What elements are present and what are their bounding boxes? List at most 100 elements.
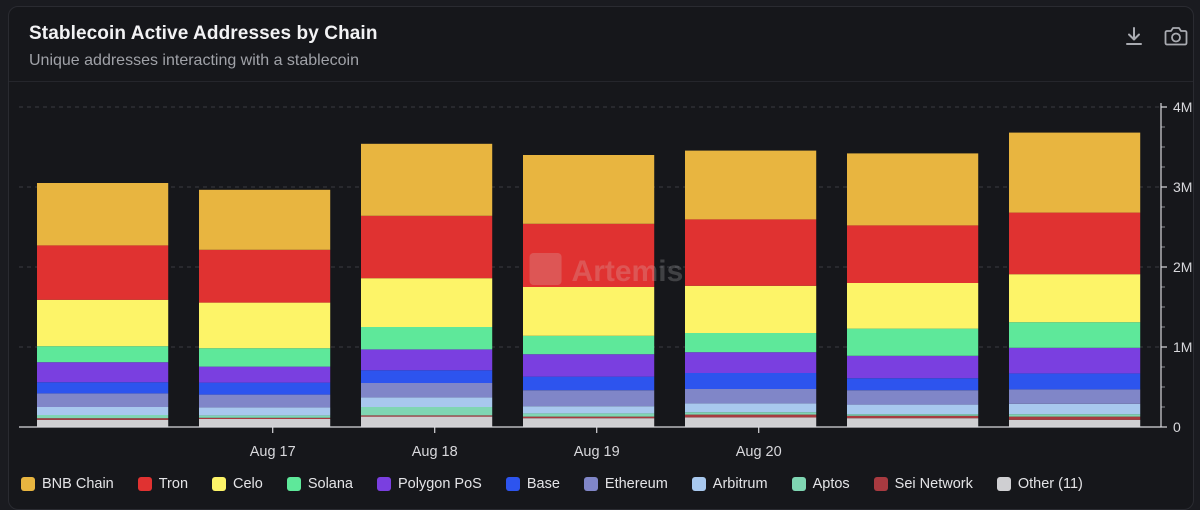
bar-segment [523,406,655,414]
bar-segment [847,418,979,427]
legend-label: Polygon PoS [398,476,482,492]
bar-segment [847,390,979,405]
legend-swatch [505,477,520,491]
legend-swatch [791,477,806,491]
bar-segment [37,299,169,347]
legend-swatch [377,477,391,491]
bar-segment [847,328,979,356]
legend-label: Solana [307,476,353,492]
bar-segment [199,419,331,427]
bar-segment [685,352,817,373]
bar-segment [523,223,655,287]
legend-swatch [286,477,301,491]
download-icon [1126,27,1142,45]
legend-label: Arbitrum [712,476,768,492]
bar-segment [199,249,331,303]
bar-segment [199,348,331,367]
bar-segment [523,376,655,391]
screenshot-button[interactable] [1161,21,1191,51]
bar-segment [1009,347,1141,374]
bar-segment [1009,403,1141,415]
bar-segment [847,225,979,283]
bar-segment [685,333,817,353]
bar-segment [199,302,331,349]
camera-icon [1164,27,1188,46]
legend-item[interactable]: Sei Network [873,476,973,492]
legend-swatch [583,477,598,491]
x-tick-label: Aug 20 [736,444,782,460]
legend-item[interactable]: Arbitrum [691,476,768,492]
bar-segment [361,143,493,216]
legend-label: Aptos [812,476,850,492]
legend-swatch [212,477,227,491]
bar-segment [523,287,655,336]
chart-title: Stablecoin Active Addresses by Chain [29,23,378,44]
watermark-logo [529,253,562,285]
bar-segment [685,150,817,220]
bar-segment [1009,416,1141,420]
bar-segment [685,414,817,418]
bar-segment [685,403,817,413]
bar-segment [37,418,169,420]
bar-segment [847,404,979,415]
legend-item[interactable]: Aptos [791,476,850,492]
bar-segment [1009,419,1141,427]
bar-segment [1009,132,1141,213]
chart-card: Stablecoin Active Addresses by Chain Uni… [8,6,1194,510]
legend-label: Tron [158,476,189,492]
legend-item[interactable]: BNB Chain [21,476,114,492]
y-tick-label: 0 [1173,419,1181,435]
bar-segment [1009,322,1141,348]
legend-swatch [691,477,706,491]
y-tick-label: 2M [1173,259,1192,275]
bar-segment [1009,274,1141,323]
bar-segment [37,407,169,415]
bar-segment [685,389,817,404]
legend-item[interactable]: Solana [286,476,353,492]
bar-segment [361,416,493,427]
bar-segment [37,415,169,419]
bar-segment [1009,389,1141,404]
x-tick-label: Aug 19 [574,444,620,460]
bar-segment [523,413,655,417]
legend-item[interactable]: Base [505,476,560,492]
legend-label: Other (11) [1017,476,1083,492]
bar-segment [361,370,493,383]
bar-segment [199,366,331,383]
legend-label: Celo [233,476,263,492]
bar-segment [523,335,655,355]
bar-segment [361,349,493,371]
legend-item[interactable]: Ethereum [583,476,668,492]
bar-segment [523,390,655,407]
y-tick-label: 4M [1173,99,1192,115]
x-tick-label: Aug 18 [412,444,458,460]
bar-segment [37,346,169,363]
bar-segment [199,417,331,419]
legend-item[interactable]: Tron [137,476,189,492]
bar-segment [199,415,331,418]
y-tick-label: 1M [1173,339,1192,355]
bar-segment [37,393,169,407]
bar-segment [361,407,493,416]
bar-segment [37,362,169,383]
bar-segment [523,155,655,224]
bar-segment [199,407,331,416]
legend-swatch [137,477,152,491]
legend-item[interactable]: Polygon PoS [377,476,482,492]
bar-segment [361,383,493,398]
bar-segment [523,416,655,419]
bar-segment [37,382,169,394]
legend-item[interactable]: Celo [212,476,263,492]
bar-segment [847,153,979,226]
download-button[interactable] [1119,21,1149,51]
bar-segment [361,278,493,327]
bar-segment [847,355,979,379]
legend-label: Ethereum [604,476,668,492]
bar-segment [361,327,493,350]
watermark-text: Artemis [572,255,684,288]
bar-segment [361,415,493,417]
watermark: Artemis [529,253,684,288]
legend-item[interactable]: Other (11) [996,476,1083,492]
legend-label: Base [526,476,560,492]
bar-segment [847,414,979,416]
